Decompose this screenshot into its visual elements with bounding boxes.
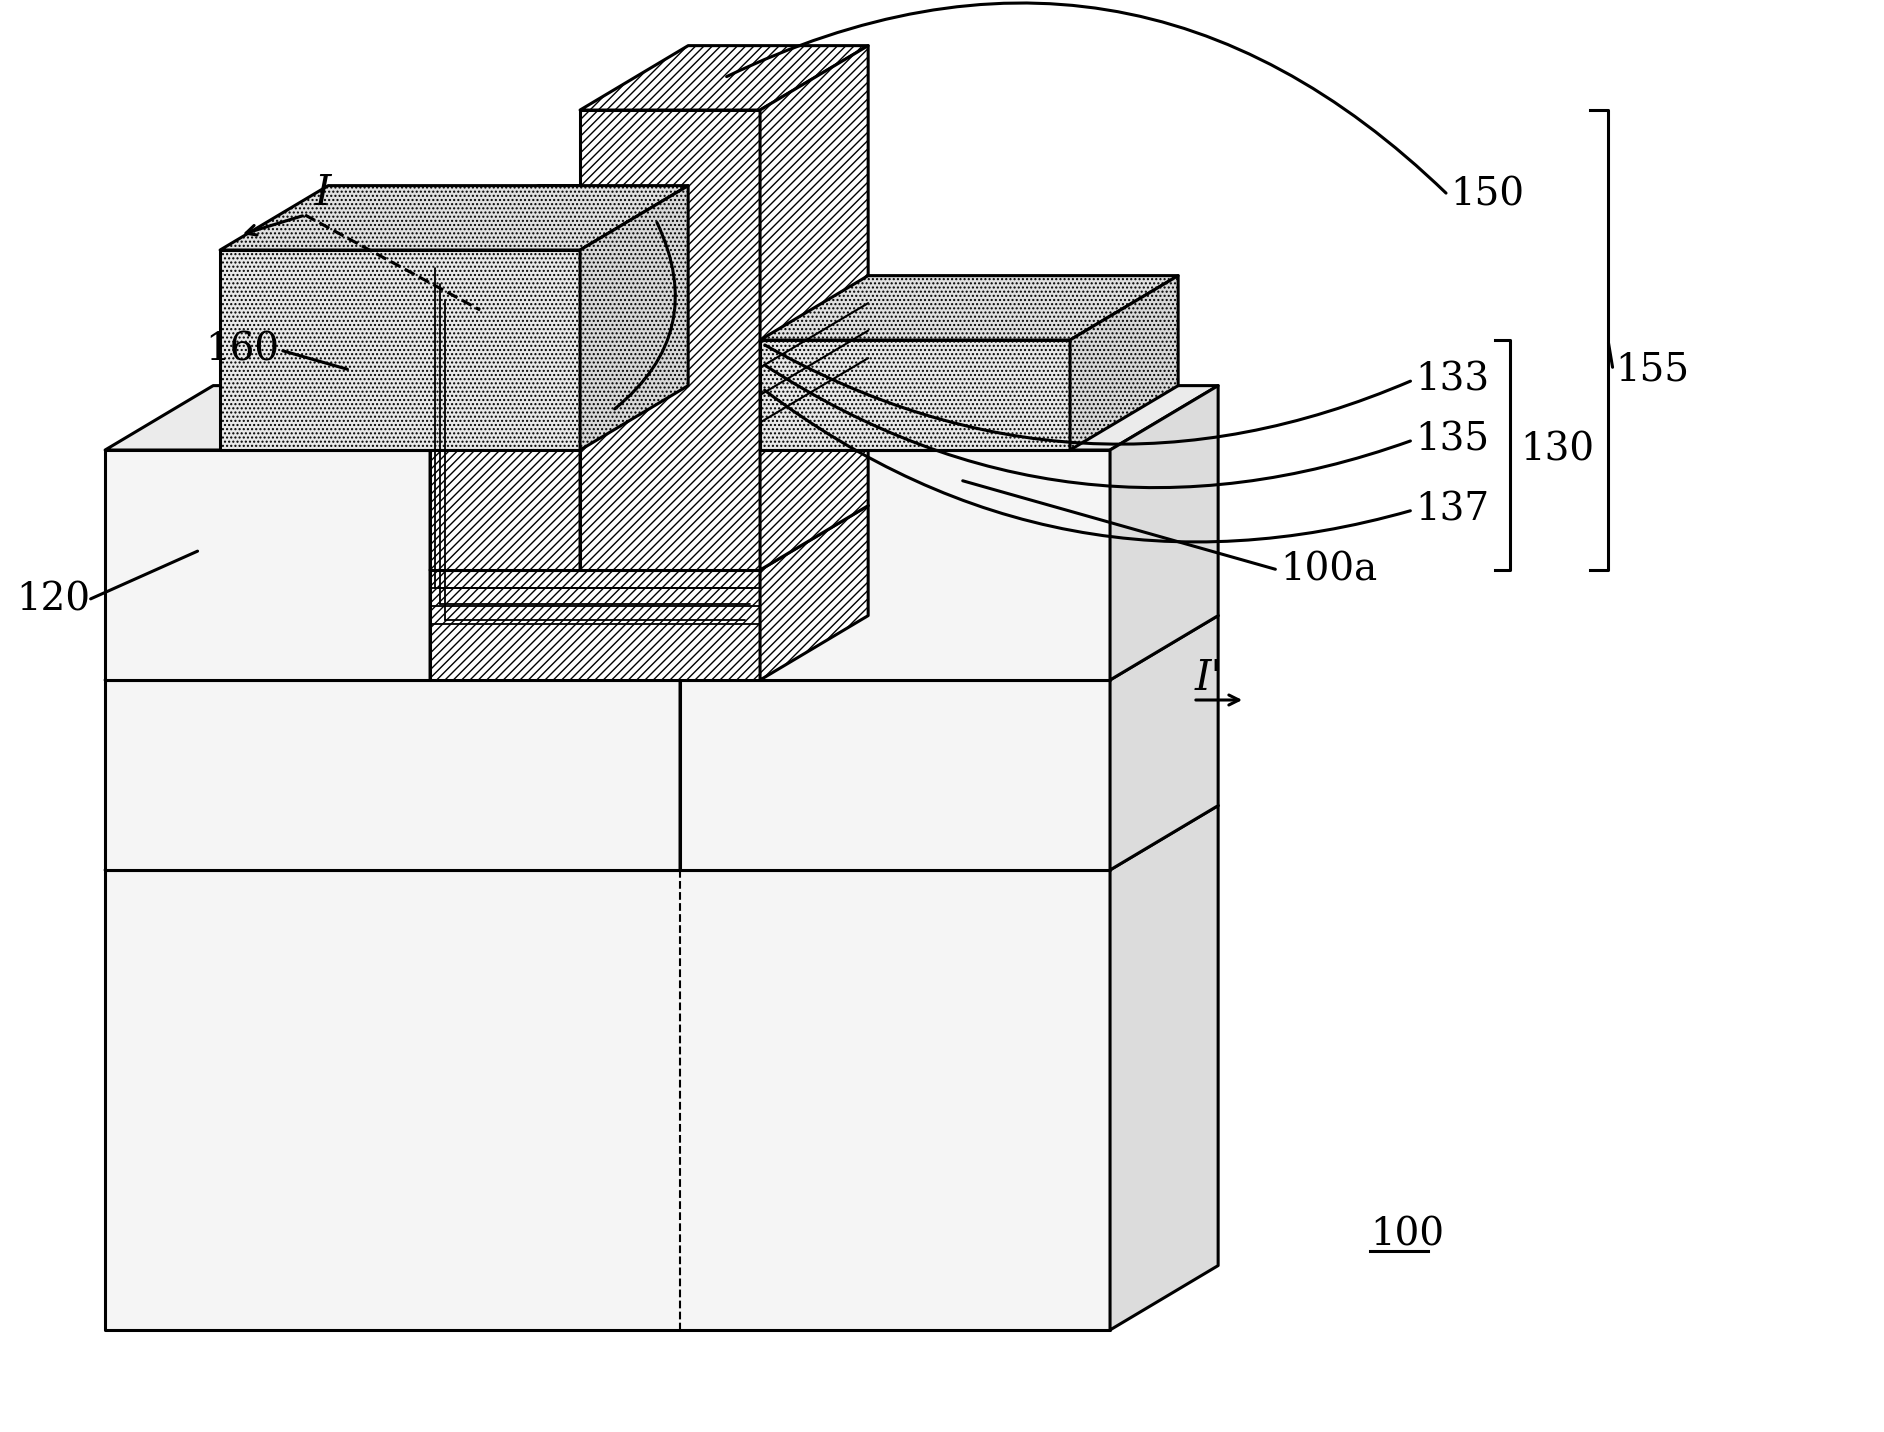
Text: I': I' [1194, 657, 1223, 699]
Polygon shape [220, 251, 580, 450]
Polygon shape [759, 339, 1070, 450]
Polygon shape [759, 385, 1219, 450]
Polygon shape [759, 46, 869, 570]
Polygon shape [680, 680, 1110, 871]
Text: 100: 100 [1370, 1216, 1445, 1253]
Polygon shape [580, 186, 688, 570]
Polygon shape [430, 251, 580, 570]
Polygon shape [759, 450, 1110, 680]
Text: 150: 150 [1451, 176, 1524, 213]
Text: 100a: 100a [1279, 551, 1377, 589]
Polygon shape [680, 616, 1219, 680]
Polygon shape [680, 616, 788, 871]
Polygon shape [759, 505, 869, 680]
Polygon shape [220, 186, 688, 251]
Polygon shape [580, 110, 759, 570]
Polygon shape [1110, 385, 1219, 680]
Polygon shape [430, 385, 539, 680]
Text: 133: 133 [1415, 361, 1488, 398]
Text: 155: 155 [1615, 351, 1690, 388]
Polygon shape [106, 385, 539, 450]
Polygon shape [106, 616, 788, 680]
Polygon shape [580, 46, 869, 110]
Text: 160: 160 [205, 332, 279, 368]
Text: 120: 120 [15, 581, 90, 619]
Polygon shape [106, 806, 1219, 871]
Text: I: I [315, 172, 332, 213]
Text: 137: 137 [1415, 491, 1488, 528]
Text: 130: 130 [1520, 431, 1594, 468]
Polygon shape [1110, 806, 1219, 1330]
Polygon shape [430, 505, 869, 570]
Polygon shape [1110, 616, 1219, 871]
Text: 135: 135 [1415, 421, 1488, 458]
Polygon shape [430, 570, 759, 680]
Polygon shape [106, 871, 1110, 1330]
Polygon shape [580, 186, 688, 450]
Polygon shape [430, 186, 688, 251]
Polygon shape [106, 680, 680, 871]
Polygon shape [759, 275, 1178, 339]
Polygon shape [106, 450, 430, 680]
Polygon shape [1070, 275, 1178, 450]
